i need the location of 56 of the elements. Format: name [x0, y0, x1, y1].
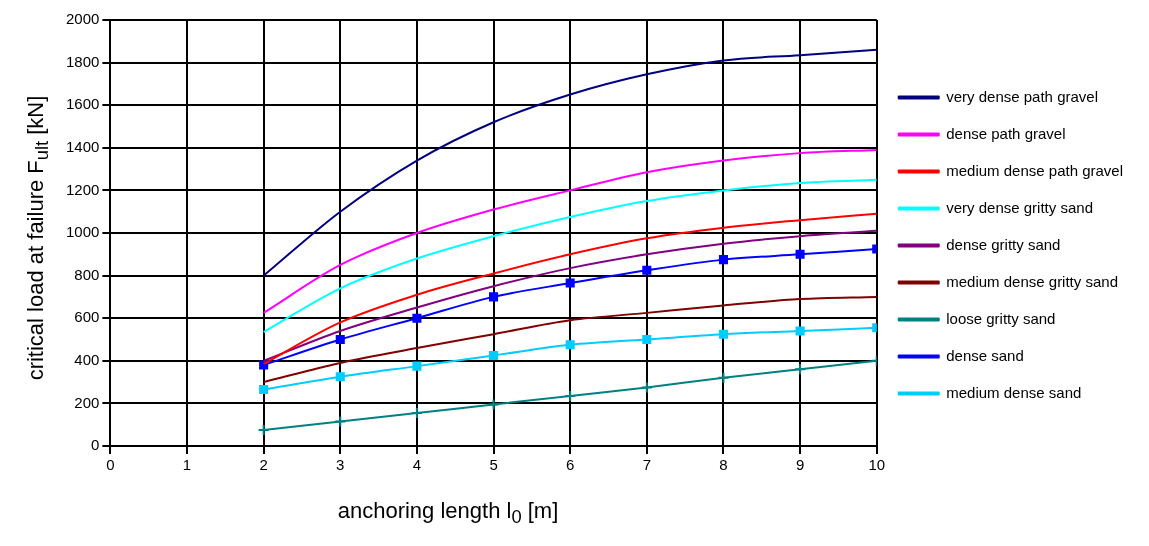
legend-label: dense gritty sand [946, 235, 1061, 253]
point [489, 350, 499, 361]
x-tick-label: 9 [795, 456, 805, 474]
y-tick-label: 400 [74, 350, 100, 368]
legend-label: loose gritty sand [946, 309, 1056, 327]
point [642, 265, 652, 275]
point [718, 255, 728, 265]
point [565, 340, 575, 350]
y-tick-label: 1600 [65, 95, 100, 113]
x-tick-label: 2 [259, 456, 268, 474]
legend-label: medium dense path gravel [946, 161, 1124, 179]
point [487, 398, 500, 411]
y-tick-label: 200 [74, 393, 100, 411]
point [795, 249, 805, 259]
line-series [262, 148, 877, 314]
legend-label: very dense path gravel [946, 87, 1098, 105]
y-tick-label: 800 [74, 265, 100, 283]
y-tick-label: 1800 [65, 52, 100, 70]
point [335, 372, 345, 382]
y-tick-label: 0 [91, 436, 100, 454]
x-tick-label: 10 [868, 456, 886, 474]
legend-label: medium dense sand [946, 383, 1082, 401]
point [565, 278, 575, 288]
x-axis-title: anchoring length l$_{0}$ [m] [337, 497, 559, 528]
legend-label: very dense gritty sand [946, 198, 1093, 216]
y-tick-label: 2000 [65, 10, 100, 28]
point [412, 361, 422, 371]
x-tick-label: 5 [489, 456, 498, 474]
point [640, 381, 653, 394]
x-tick-label: 1 [182, 456, 192, 474]
legend-label: dense sand [946, 346, 1024, 364]
point [489, 292, 499, 302]
y-tick-label: 600 [74, 308, 100, 326]
x-tick-label: 0 [106, 456, 115, 474]
x-tick-label: 3 [336, 456, 345, 474]
point [795, 326, 805, 336]
y-tick-label: 1000 [65, 223, 100, 241]
point [259, 385, 269, 395]
x-tick-label: 7 [642, 456, 651, 474]
point [794, 363, 807, 376]
point [412, 313, 422, 323]
line-series [262, 48, 877, 277]
x-tick-label: 4 [412, 456, 422, 474]
legend-label: dense path gravel [946, 124, 1066, 142]
point [718, 329, 728, 339]
y-tick-label: 1400 [65, 137, 100, 155]
y-tick-label: 1200 [65, 180, 100, 198]
line-series [262, 295, 877, 384]
line-series [262, 178, 877, 334]
point [642, 334, 652, 345]
x-tick-label: 6 [566, 456, 575, 474]
point [334, 415, 347, 428]
x-tick-label: 8 [719, 456, 728, 474]
point [717, 371, 730, 384]
point [335, 334, 345, 345]
legend-label: medium dense gritty sand [946, 272, 1118, 290]
